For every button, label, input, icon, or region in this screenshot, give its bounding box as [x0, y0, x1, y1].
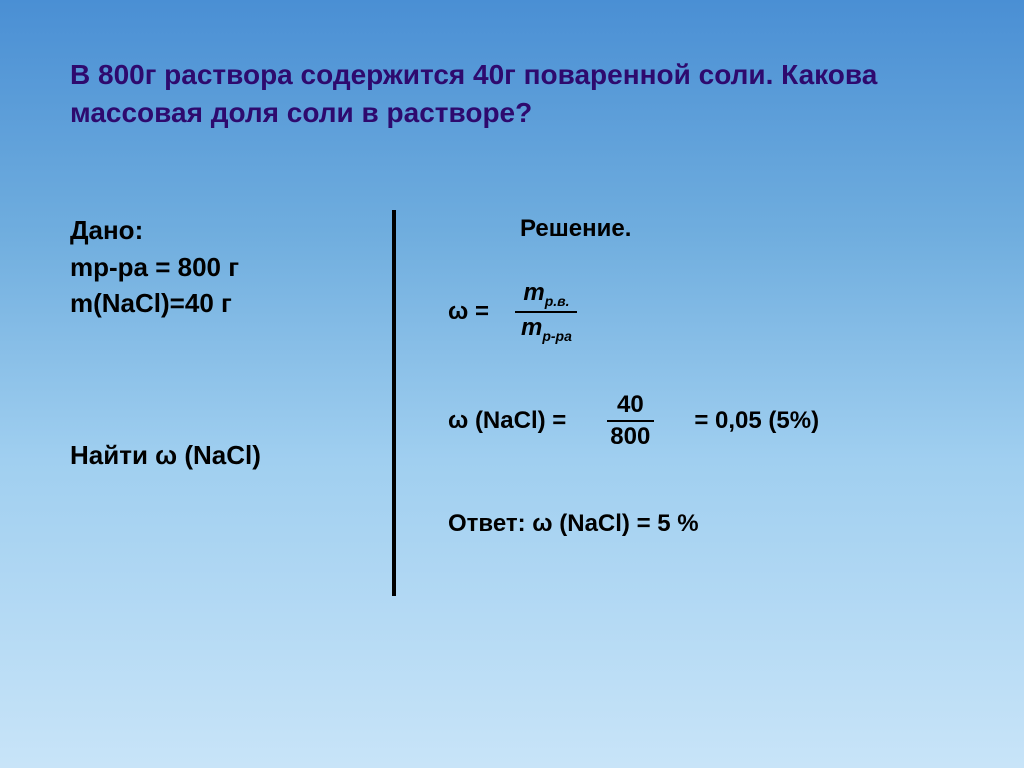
- vertical-divider: [392, 210, 396, 596]
- given-label: Дано:: [70, 215, 143, 246]
- find-label: Найти ω (NaCl): [70, 440, 261, 471]
- calc-result: = 0,05 (5%): [694, 407, 819, 435]
- answer-line: Ответ: ω (NaCl) = 5 %: [448, 510, 699, 538]
- solution-label: Решение.: [520, 215, 631, 243]
- general-formula: ω = mр.в. mр-ра: [448, 280, 586, 344]
- calc-lhs: ω (NaCl) =: [448, 407, 566, 435]
- formula-numerator: mр.в.: [515, 280, 577, 313]
- calc-fraction: 40 800: [600, 392, 660, 451]
- given-line-2: m(NaCl)=40 г: [70, 288, 232, 319]
- calc-denominator: 800: [600, 422, 660, 450]
- problem-title: В 800г раствора содержится 40г поваренно…: [70, 56, 954, 132]
- calculation-row: ω (NaCl) = 40 800 = 0,05 (5%): [448, 392, 819, 451]
- formula-denominator: mр-ра: [513, 313, 580, 344]
- formula-lhs: ω =: [448, 298, 489, 326]
- given-line-1: mр-ра = 800 г: [70, 252, 239, 283]
- calc-numerator: 40: [607, 392, 654, 422]
- formula-fraction: mр.в. mр-ра: [513, 280, 580, 344]
